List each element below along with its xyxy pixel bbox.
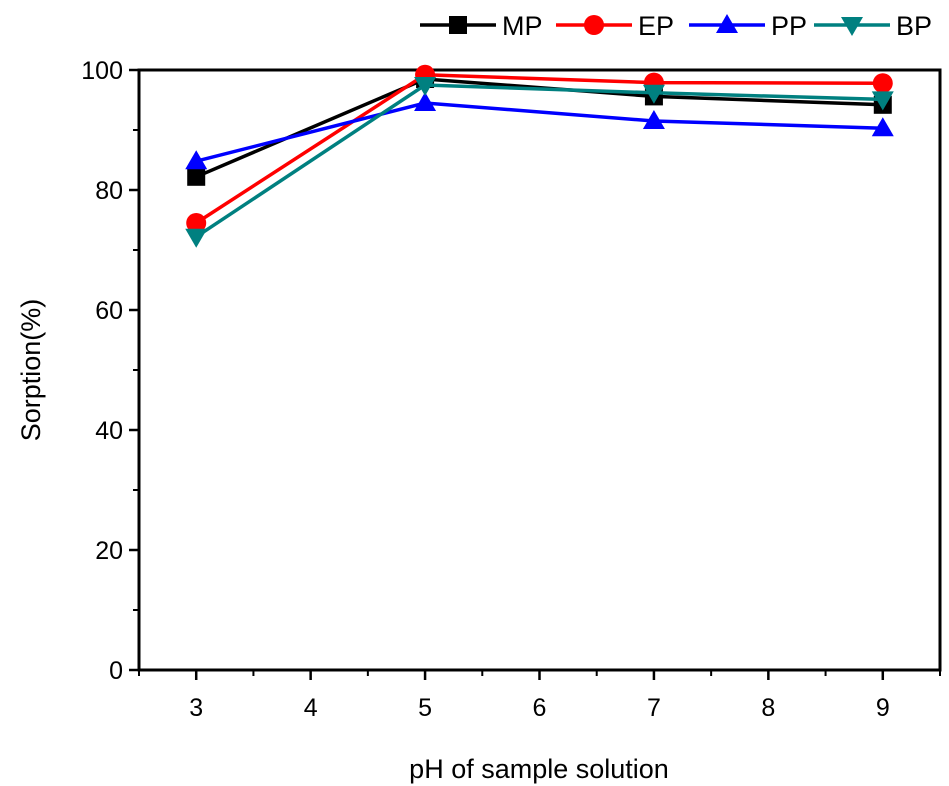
- series-line-ep: [195, 73, 883, 225]
- legend-item-pp: PP: [689, 11, 807, 41]
- data-point-bp: [871, 91, 894, 111]
- data-point-pp: [871, 117, 894, 137]
- x-tick-label: 6: [533, 694, 547, 722]
- series-bp: [185, 77, 894, 248]
- legend-label-bp: BP: [896, 11, 932, 41]
- series-layer: [185, 64, 894, 248]
- series-line-mp: [195, 77, 883, 179]
- data-point-pp: [642, 110, 665, 129]
- series-line-pp: [195, 101, 883, 163]
- data-point-pp: [185, 150, 208, 170]
- data-point-mp: [187, 167, 206, 186]
- axis-ticks: 3 4 5 6 7 8 9 0 20 40 60 80 100: [81, 57, 941, 722]
- data-point-pp: [414, 92, 437, 111]
- x-tick-label: 7: [647, 694, 661, 722]
- legend-label-pp: PP: [771, 11, 807, 41]
- legend-item-ep: EP: [556, 11, 674, 41]
- plot-frame: [137, 68, 942, 672]
- x-tick-label: 8: [761, 694, 775, 722]
- y-tick-label: 20: [95, 537, 123, 565]
- legend-label-mp: MP: [502, 11, 543, 41]
- y-axis-title: Sorption(%): [16, 299, 46, 442]
- series-line-bp: [195, 83, 883, 239]
- y-tick-label: 40: [95, 417, 123, 445]
- legend-marker-bp: [841, 17, 863, 36]
- data-point-bp: [414, 77, 437, 96]
- legend-item-mp: MP: [420, 11, 543, 41]
- x-tick-label: 5: [418, 694, 432, 722]
- legend-item-bp: BP: [814, 11, 932, 41]
- legend-label-ep: EP: [638, 11, 674, 41]
- y-tick-label: 100: [81, 57, 123, 85]
- legend: MP EP PP BP: [420, 11, 932, 41]
- x-axis-title: pH of sample solution: [409, 754, 669, 784]
- x-tick-label: 3: [189, 694, 203, 722]
- x-tick-label: 9: [876, 694, 890, 722]
- y-tick-label: 80: [95, 177, 123, 205]
- y-tick-label: 0: [109, 657, 123, 685]
- data-point-ep: [186, 213, 207, 233]
- data-point-ep: [872, 73, 893, 94]
- y-tick-label: 60: [95, 297, 123, 325]
- data-point-bp: [185, 228, 208, 248]
- series-pp: [185, 92, 894, 170]
- legend-marker-pp: [716, 14, 738, 33]
- data-point-bp: [642, 84, 665, 104]
- x-tick-label: 4: [304, 694, 318, 722]
- legend-marker-ep: [584, 15, 604, 35]
- legend-marker-mp: [449, 16, 467, 34]
